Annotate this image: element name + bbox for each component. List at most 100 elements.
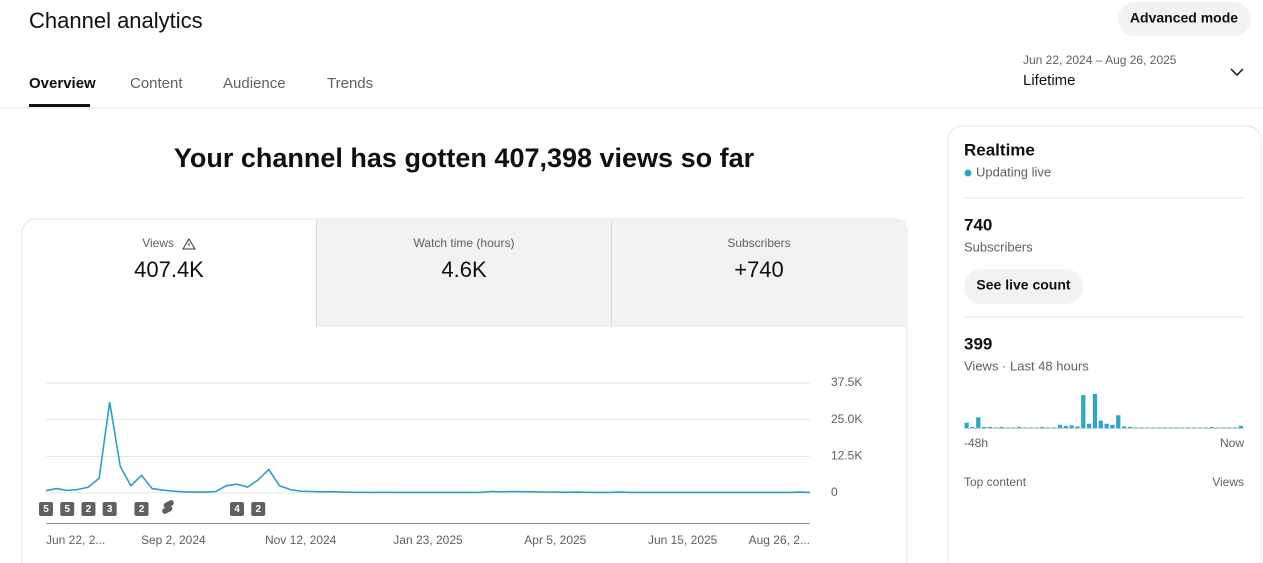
- bar: [1139, 427, 1144, 428]
- realtime-card: [947, 125, 1262, 563]
- metric-value[interactable]: 407.4K: [134, 257, 204, 282]
- y-tick-label: 25.0K: [831, 412, 862, 426]
- y-tick-label: 37.5K: [831, 375, 862, 389]
- upload-marker-label: 2: [255, 504, 261, 515]
- views-line: [45, 401, 811, 494]
- bar: [1034, 427, 1039, 428]
- shorts-icon[interactable]: [162, 500, 174, 514]
- bar: [1022, 427, 1028, 428]
- bar: [1203, 427, 1208, 428]
- metric-label[interactable]: Subscribers: [727, 236, 790, 250]
- x-tick-label: Aug 26, 2...: [749, 533, 810, 547]
- bar: [1005, 427, 1010, 428]
- upload-marker-label: 2: [139, 504, 145, 515]
- bar: [1168, 427, 1173, 428]
- bar: [1104, 423, 1109, 428]
- upload-marker[interactable]: [81, 502, 96, 516]
- tab[interactable]: Overview: [29, 75, 96, 92]
- upload-marker[interactable]: [230, 502, 244, 516]
- realtime-title: Realtime: [964, 140, 1035, 159]
- upload-marker[interactable]: [60, 502, 75, 516]
- x-tick-label: Now: [1220, 436, 1244, 450]
- bar: [1017, 426, 1022, 428]
- bar: [1052, 427, 1057, 428]
- shorts-marker[interactable]: [162, 500, 174, 514]
- upload-marker-label: 4: [234, 504, 240, 515]
- realtime-views-label: Views · Last 48 hours: [964, 358, 1089, 373]
- bar: [1063, 425, 1068, 428]
- upload-marker[interactable]: [102, 502, 117, 516]
- bar: [993, 427, 998, 428]
- date-period[interactable]: Lifetime: [1023, 72, 1076, 89]
- bar: [1133, 427, 1138, 428]
- bar: [1215, 427, 1220, 428]
- bar: [964, 422, 969, 428]
- tab[interactable]: Trends: [327, 75, 373, 92]
- bar: [1192, 427, 1197, 428]
- bar: [1151, 427, 1156, 428]
- x-tick-label: Nov 12, 2024: [265, 533, 337, 547]
- bar: [999, 426, 1004, 428]
- x-tick-label: Apr 5, 2025: [524, 533, 586, 547]
- bar: [1057, 424, 1063, 428]
- live-count-button[interactable]: [964, 269, 1083, 304]
- bar: [1092, 394, 1098, 428]
- tab[interactable]: Audience: [223, 75, 286, 92]
- metric-value[interactable]: +740: [734, 257, 784, 282]
- upload-marker-label: 5: [64, 504, 70, 515]
- advanced-mode-label[interactable]: Advanced mode: [1130, 10, 1238, 26]
- bar: [1087, 423, 1092, 428]
- bar: [1227, 427, 1232, 428]
- bar: [1238, 425, 1243, 428]
- bar: [1040, 426, 1045, 428]
- bar: [976, 417, 981, 428]
- x-tick-label: Jun 22, 2...: [46, 533, 105, 547]
- tab-underline: [29, 104, 90, 107]
- metric-label[interactable]: Views: [142, 236, 174, 250]
- date-range[interactable]: Jun 22, 2024 – Aug 26, 2025: [1023, 53, 1177, 67]
- bar: [987, 426, 993, 428]
- upload-marker-label: 5: [43, 504, 49, 515]
- bar: [982, 426, 987, 428]
- metric-tab-corner: [893, 220, 906, 327]
- dropdown-chevron[interactable]: [1230, 68, 1244, 77]
- bar: [1157, 427, 1162, 428]
- live-dot: [964, 169, 972, 177]
- bar: [1098, 420, 1103, 428]
- bar: [1174, 427, 1179, 428]
- x-tick-label: Jun 15, 2025: [648, 533, 718, 547]
- tab[interactable]: Content: [130, 75, 183, 92]
- live-count-label[interactable]: See live count: [976, 277, 1070, 293]
- upload-marker[interactable]: [39, 502, 53, 516]
- bar: [1232, 427, 1238, 428]
- bar: [1197, 427, 1203, 428]
- bar: [1011, 427, 1016, 428]
- upload-marker-label: 3: [107, 504, 113, 515]
- page-title: Channel analytics: [29, 8, 203, 33]
- advanced-mode-button[interactable]: [1118, 2, 1251, 36]
- realtime-views: 399: [964, 334, 992, 353]
- x-tick-label: -48h: [964, 436, 988, 450]
- headline: Your channel has gotten 407,398 views so…: [174, 143, 755, 173]
- y-tick-label: 12.5K: [831, 449, 862, 463]
- warning-icon[interactable]: [182, 238, 196, 250]
- metric-label[interactable]: Watch time (hours): [414, 236, 515, 250]
- bar: [1162, 427, 1168, 428]
- bar: [1209, 426, 1214, 428]
- bar: [1122, 426, 1127, 428]
- bar: [1069, 425, 1074, 428]
- bar: [1221, 427, 1226, 428]
- bar: [1186, 427, 1191, 428]
- upload-marker[interactable]: [134, 502, 149, 516]
- x-tick-label: Sep 2, 2024: [141, 533, 206, 547]
- x-tick-label: Jan 23, 2025: [393, 533, 463, 547]
- bar: [1046, 427, 1051, 428]
- subscriber-count: 740: [964, 215, 992, 234]
- upload-marker[interactable]: [251, 502, 266, 516]
- bar: [1116, 415, 1121, 428]
- top-content-label: Top content: [964, 475, 1027, 489]
- metric-value[interactable]: 4.6K: [441, 257, 487, 282]
- bar: [1180, 427, 1185, 428]
- bar: [1127, 426, 1133, 428]
